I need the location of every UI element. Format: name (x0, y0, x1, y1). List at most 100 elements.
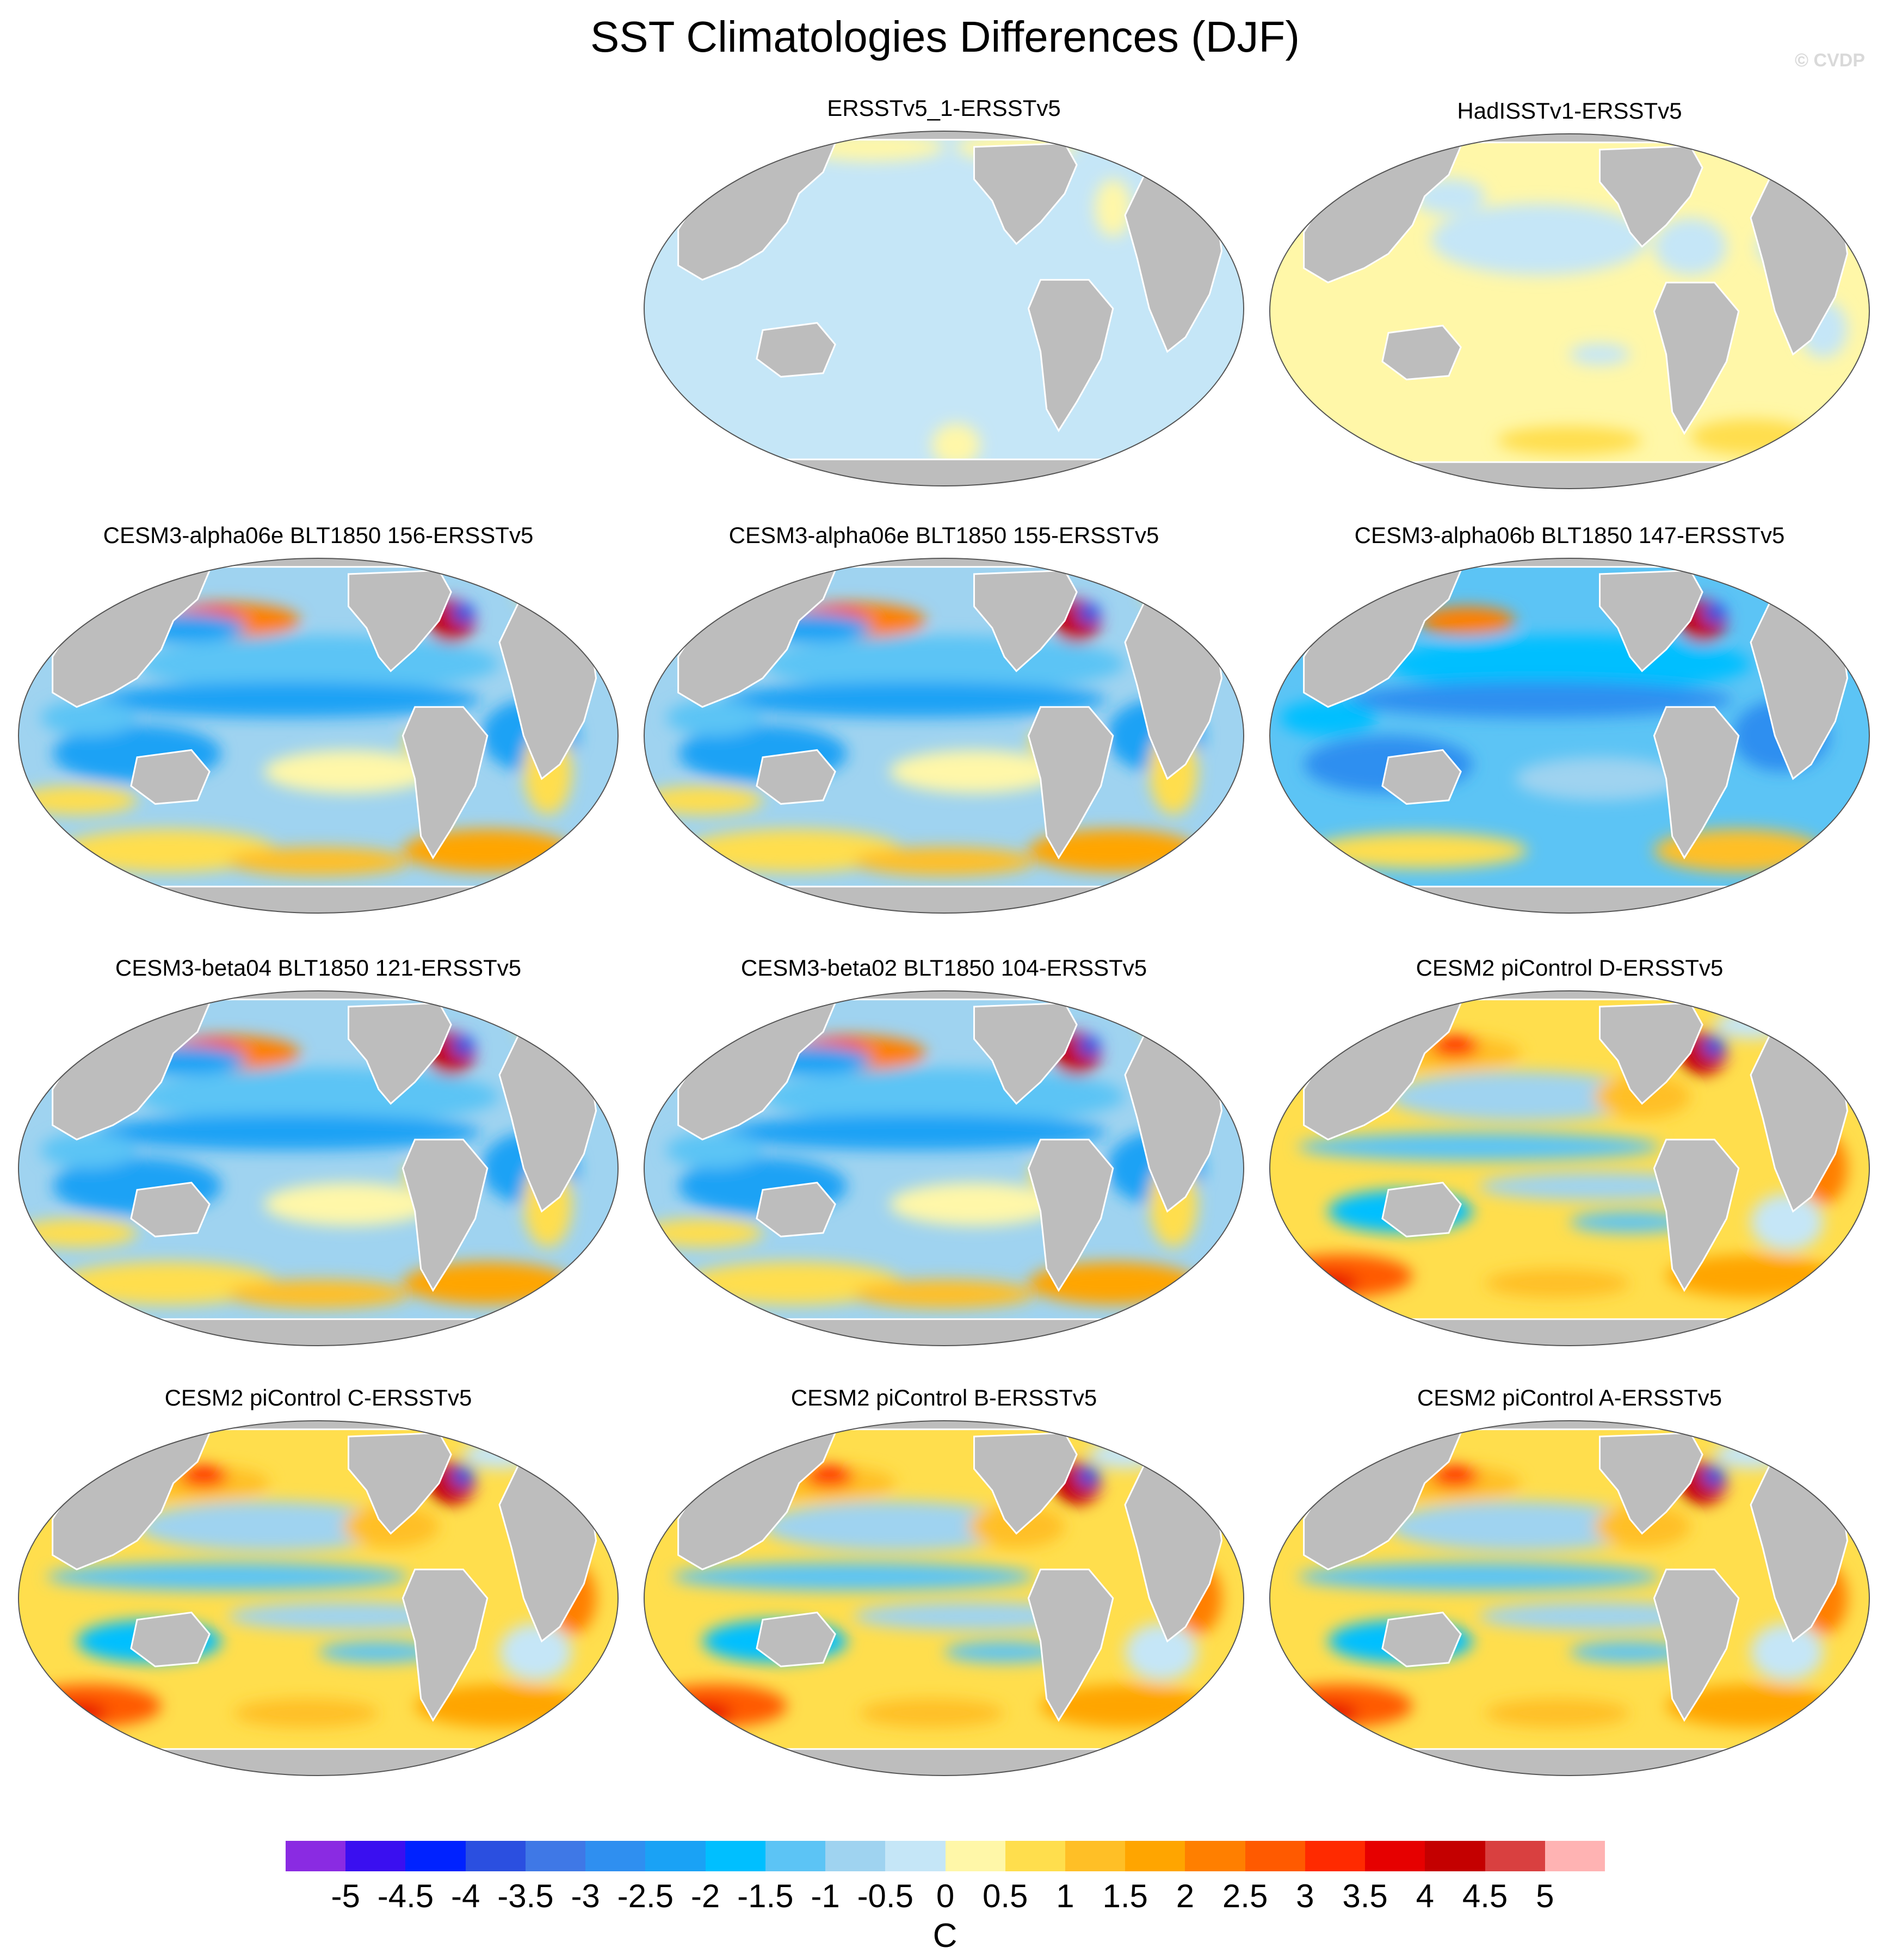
colorbar (286, 1841, 1605, 1873)
colorbar-segment (1305, 1841, 1366, 1871)
colorbar-tick-label: -1 (811, 1878, 840, 1914)
colorbar-segment (1545, 1841, 1605, 1871)
colorbar-tick-label: -5 (331, 1878, 360, 1914)
robinson-map (1269, 133, 1870, 489)
map-panel: CESM3-beta02 BLT1850 104-ERSSTv5 (634, 955, 1254, 1369)
colorbar-tick-label: 1.5 (1102, 1878, 1148, 1914)
landmass (348, 1432, 452, 1535)
landmass (402, 706, 489, 860)
landmass (973, 1002, 1078, 1105)
landmass (130, 1181, 211, 1237)
robinson-map (644, 131, 1244, 486)
colorbar-segment (825, 1841, 886, 1871)
anomaly-contour (1077, 1465, 1101, 1487)
anomaly-contour (1690, 419, 1811, 455)
anomaly-contour (1418, 606, 1516, 636)
anomaly-contour (666, 700, 763, 736)
anomaly-contour (1125, 1623, 1198, 1681)
landmass (1027, 1568, 1114, 1722)
map-panel: CESM3-beta04 BLT1850 121-ERSSTv5 (8, 955, 628, 1369)
figure-title: SST Climatologies Differences (DJF) (590, 13, 1300, 61)
map-panel: CESM2 piControl A-ERSSTv5 (1259, 1385, 1880, 1798)
robinson-map (644, 558, 1244, 914)
landmass (1388, 558, 1751, 568)
anomaly-contour (40, 700, 137, 736)
anomaly-contour (1388, 1501, 1654, 1552)
anomaly-contour (944, 1641, 1065, 1663)
anomaly-contour (1280, 700, 1376, 736)
anomaly-contour (1388, 1071, 1654, 1122)
anomaly-contour (1143, 574, 1204, 610)
anomaly-contour (137, 1501, 403, 1552)
landmass (670, 1748, 1218, 1776)
anomaly-contour (517, 1007, 578, 1043)
landmass (670, 885, 1218, 913)
landmass (762, 558, 1126, 568)
anomaly-contour (18, 1218, 137, 1248)
anomaly-contour (451, 1465, 475, 1487)
anomaly-contour (463, 1440, 536, 1469)
anomaly-contour (890, 750, 1059, 793)
anomaly-contour (1430, 1035, 1479, 1057)
anomaly-contour (46, 1562, 409, 1591)
colorbar-tick-label: 0.5 (983, 1878, 1028, 1914)
anomaly-contour (1714, 1440, 1787, 1469)
anomaly-contour (1702, 602, 1727, 625)
map-outline (644, 990, 1244, 1346)
anomaly-contour (1077, 1035, 1101, 1057)
anomaly-contour (1654, 218, 1727, 275)
anomaly-contour (805, 1465, 854, 1487)
colorbar-segment (765, 1841, 826, 1871)
colorbar-tick-label: -1.5 (737, 1878, 794, 1914)
colorbar-segment (1005, 1841, 1066, 1871)
landmass (45, 885, 592, 913)
landmass (1599, 569, 1703, 673)
colorbar-segment (286, 1841, 346, 1871)
panel-title: CESM3-alpha06b BLT1850 147-ERSSTv5 (1354, 522, 1785, 548)
landmass (973, 142, 1078, 245)
map-panel: CESM3-alpha06b BLT1850 147-ERSSTv5 (1259, 522, 1880, 936)
landmass (402, 1568, 489, 1722)
landmass (45, 1748, 592, 1776)
map-panel: CESM3-alpha06e BLT1850 155-ERSSTv5 (634, 522, 1254, 936)
landmass (1296, 1318, 1843, 1346)
anomaly-contour (1095, 179, 1132, 237)
landmass (130, 749, 211, 805)
anomaly-contour (499, 1623, 572, 1681)
anomaly-contour (227, 847, 409, 876)
landmass (762, 1421, 1126, 1431)
map-outline (18, 558, 619, 914)
landmass (1653, 1568, 1740, 1722)
colorbar-segment (1185, 1841, 1246, 1871)
landmass (1381, 324, 1462, 380)
colorbar-tick-label: 2 (1176, 1878, 1195, 1914)
landmass (1381, 1181, 1462, 1237)
anomaly-contour (1751, 1623, 1824, 1681)
anomaly-contour (58, 1261, 276, 1305)
anomaly-contour (1497, 426, 1642, 455)
anomaly-contour (1143, 1007, 1204, 1043)
anomaly-contour (720, 1114, 1107, 1150)
anomaly-contour (1570, 1211, 1690, 1233)
colorbar-segment (1125, 1841, 1185, 1871)
anomaly-contour (763, 1501, 1029, 1552)
landmass (137, 558, 500, 568)
anomaly-contour (684, 1261, 902, 1305)
anomaly-contour (720, 682, 1107, 718)
landmass (1599, 1002, 1703, 1105)
anomaly-contour (672, 1702, 733, 1724)
anomaly-contour (931, 423, 980, 467)
panel-title: CESM2 piControl C-ERSSTv5 (164, 1385, 472, 1410)
panel-title: ERSSTv5_1-ERSSTv5 (827, 95, 1061, 121)
landmass (137, 991, 500, 1001)
landmass (973, 1432, 1078, 1535)
robinson-map (1269, 990, 1870, 1346)
colorbar-tick-label: 4.5 (1462, 1878, 1508, 1914)
landmass (402, 1138, 489, 1292)
colorbar-segment (525, 1841, 586, 1871)
colorbar-tick-label: -3.5 (497, 1878, 554, 1914)
anomaly-contour (179, 1465, 228, 1487)
anomaly-contour (1298, 1272, 1358, 1294)
colorbar-segment (1425, 1841, 1486, 1871)
colorbar-segment (945, 1841, 1006, 1871)
